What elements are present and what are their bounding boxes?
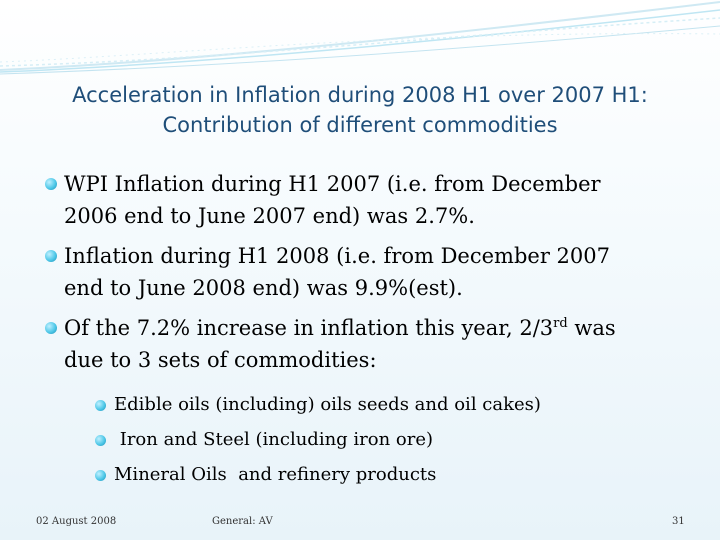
bullet-text-line: Of the 7.2% increase in inflation this y…	[64, 312, 684, 344]
sub-bullet-text: Iron and Steel (including iron ore)	[114, 429, 434, 450]
bullet-dot-icon	[45, 322, 57, 334]
footer-date: 02 August 2008	[36, 516, 117, 527]
bullet-dot-icon	[45, 178, 57, 190]
bullet-dot-icon	[95, 400, 106, 411]
bullet-dot-icon	[95, 435, 106, 446]
bullet-text-line: due to 3 sets of commodities:	[64, 348, 377, 372]
slide-title: Acceleration in Inflation during 2008 H1…	[30, 80, 690, 140]
bullet-text-segment: was	[567, 316, 616, 340]
bullet-item-h1-2008: Inflation during H1 2008 (i.e. from Dece…	[44, 240, 684, 304]
bullet-text-segment: Of the 7.2% increase in inflation this y…	[64, 316, 554, 340]
sub-bullet-mineral-oils: Mineral Oils and refinery products	[94, 460, 684, 490]
sub-bullet-edible-oils: Edible oils (including) oils seeds and o…	[94, 390, 684, 420]
footer-page-number: 31	[672, 516, 685, 527]
sub-bullet-list: Edible oils (including) oils seeds and o…	[64, 390, 684, 490]
bullet-text-line: WPI Inflation during H1 2007 (i.e. from …	[64, 172, 601, 196]
footer-author: General: AV	[212, 516, 273, 527]
slide-title-line-2: Contribution of different commodities	[162, 113, 558, 137]
decorative-wave-lines	[0, 1, 720, 75]
bullet-text-line: 2006 end to June 2007 end) was 2.7%.	[64, 204, 475, 228]
slide-title-line-1: Acceleration in Inflation during 2008 H1…	[72, 83, 648, 107]
bullet-dot-icon	[45, 250, 57, 262]
bullet-item-h1-2007: WPI Inflation during H1 2007 (i.e. from …	[44, 168, 684, 232]
sub-bullet-text: Mineral Oils and refinery products	[114, 464, 437, 485]
bullet-dot-icon	[95, 470, 106, 481]
bullet-text-line: end to June 2008 end) was 9.9%(est).	[64, 276, 463, 300]
bullet-item-increase: Of the 7.2% increase in inflation this y…	[44, 312, 684, 490]
sub-bullet-text: Edible oils (including) oils seeds and o…	[114, 394, 541, 415]
superscript-rd: rd	[553, 316, 568, 331]
sub-bullet-iron-steel: Iron and Steel (including iron ore)	[94, 425, 684, 455]
bullet-list: WPI Inflation during H1 2007 (i.e. from …	[44, 168, 684, 498]
bullet-text-line: Inflation during H1 2008 (i.e. from Dece…	[64, 244, 610, 268]
